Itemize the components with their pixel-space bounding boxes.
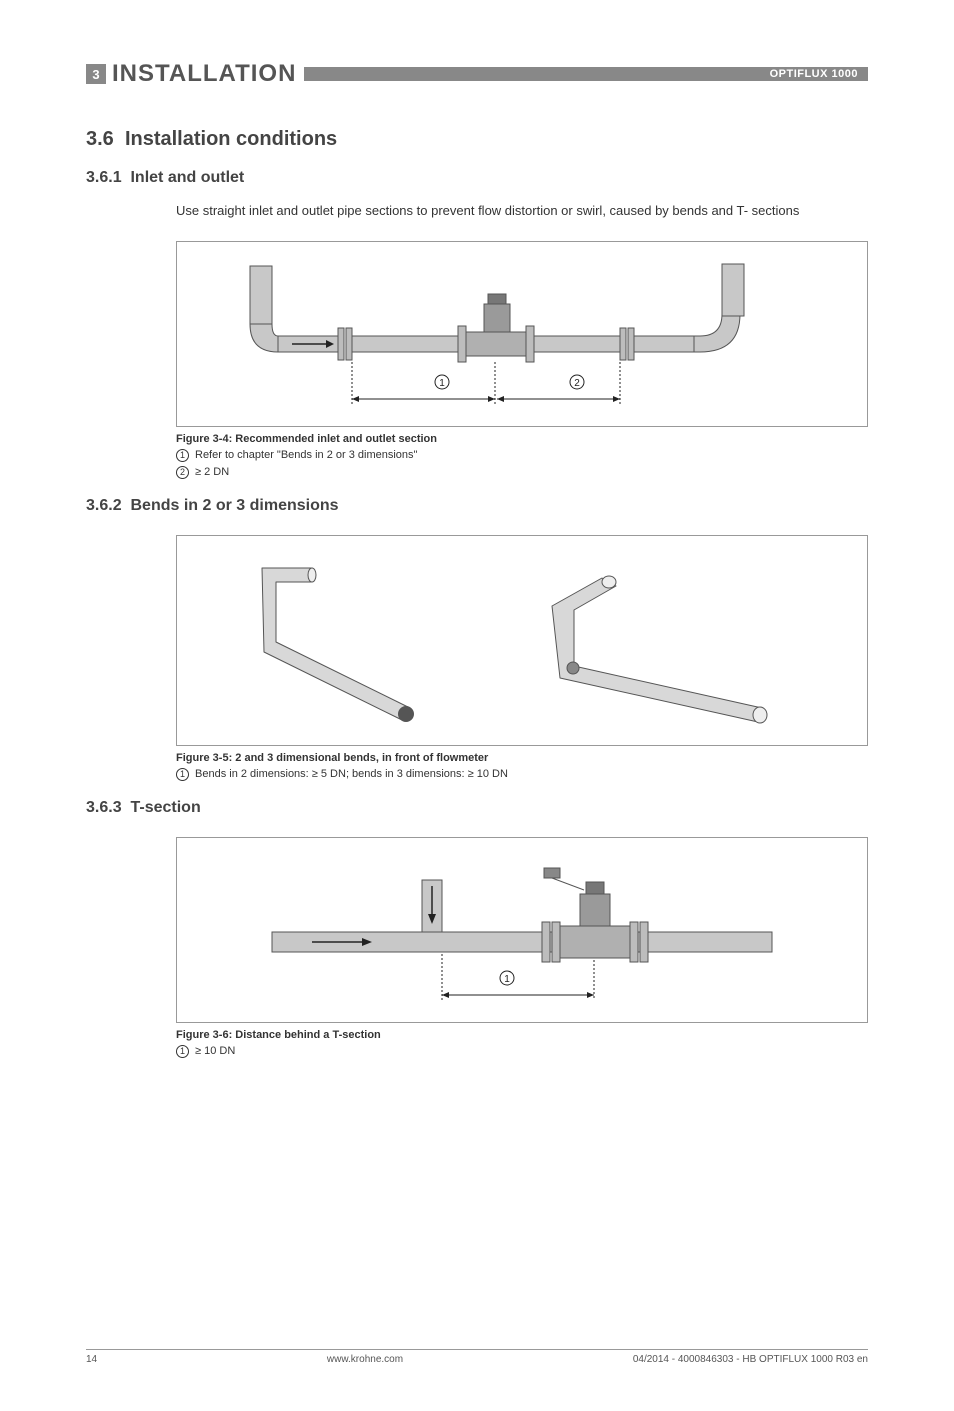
subsection-title: Bends in 2 or 3 dimensions bbox=[130, 497, 338, 514]
legend-3-6-1: 1 ≥ 10 DN bbox=[176, 1045, 868, 1058]
chapter-title: INSTALLATION bbox=[112, 60, 296, 88]
legend-text: ≥ 10 DN bbox=[195, 1045, 235, 1057]
figure-3-4: 1 2 bbox=[176, 241, 868, 427]
subsection-heading-1: 3.6.1 Inlet and outlet bbox=[86, 169, 868, 187]
footer-docref: 04/2014 - 4000846303 - HB OPTIFLUX 1000 … bbox=[633, 1354, 868, 1365]
section-title: Installation conditions bbox=[125, 128, 337, 150]
svg-text:1: 1 bbox=[439, 378, 445, 389]
subsection-heading-2: 3.6.2 Bends in 2 or 3 dimensions bbox=[86, 497, 868, 515]
section-number: 3.6 bbox=[86, 128, 114, 150]
svg-text:2: 2 bbox=[574, 378, 580, 389]
figure-caption-3-4: Figure 3-4: Recommended inlet and outlet… bbox=[176, 433, 868, 445]
figure-caption-3-6: Figure 3-6: Distance behind a T-section bbox=[176, 1029, 868, 1041]
subsection-title: T-section bbox=[130, 799, 200, 816]
legend-3-5-1: 1 Bends in 2 dimensions: ≥ 5 DN; bends i… bbox=[176, 768, 868, 781]
circled-number-icon: 2 bbox=[176, 466, 189, 479]
section-heading: 3.6 Installation conditions bbox=[86, 128, 868, 151]
legend-3-4-2: 2 ≥ 2 DN bbox=[176, 466, 868, 479]
legend-text: ≥ 2 DN bbox=[195, 466, 229, 478]
subsection-title: Inlet and outlet bbox=[130, 169, 244, 186]
chapter-number: 3 bbox=[92, 67, 99, 82]
pipe-t-section-diagram: 1 bbox=[242, 850, 802, 1010]
page-header: 3 INSTALLATION OPTIFLUX 1000 bbox=[86, 60, 868, 88]
subsection-heading-3: 3.6.3 T-section bbox=[86, 799, 868, 817]
chapter-number-box: 3 bbox=[86, 64, 106, 84]
pipe-inlet-outlet-diagram: 1 2 bbox=[232, 254, 812, 414]
subsection-number: 3.6.3 bbox=[86, 799, 122, 816]
page-number: 14 bbox=[86, 1354, 97, 1365]
figure-frame bbox=[176, 535, 868, 746]
legend-text: Refer to chapter "Bends in 2 or 3 dimens… bbox=[195, 449, 417, 461]
figure-frame: 1 2 bbox=[176, 241, 868, 427]
legend-3-4-1: 1 Refer to chapter "Bends in 2 or 3 dime… bbox=[176, 449, 868, 462]
figure-frame: 1 bbox=[176, 837, 868, 1023]
figure-3-6: 1 bbox=[176, 837, 868, 1023]
subsection-number: 3.6.2 bbox=[86, 497, 122, 514]
circled-number-icon: 1 bbox=[176, 1045, 189, 1058]
circled-number-icon: 1 bbox=[176, 449, 189, 462]
circled-number-icon: 1 bbox=[176, 768, 189, 781]
content-area: 3.6 Installation conditions 3.6.1 Inlet … bbox=[86, 128, 868, 1058]
page-footer: 14 www.krohne.com 04/2014 - 4000846303 -… bbox=[86, 1349, 868, 1365]
figure-caption-3-5: Figure 3-5: 2 and 3 dimensional bends, i… bbox=[176, 752, 868, 764]
header-divider: OPTIFLUX 1000 bbox=[304, 67, 868, 81]
legend-text: Bends in 2 dimensions: ≥ 5 DN; bends in … bbox=[195, 768, 508, 780]
figure-3-5 bbox=[176, 535, 868, 746]
product-name: OPTIFLUX 1000 bbox=[770, 68, 858, 80]
pipe-bends-diagram bbox=[242, 548, 802, 733]
subsection-number: 3.6.1 bbox=[86, 169, 122, 186]
body-text-1: Use straight inlet and outlet pipe secti… bbox=[176, 201, 868, 221]
svg-text:1: 1 bbox=[504, 974, 510, 985]
footer-url: www.krohne.com bbox=[327, 1354, 403, 1365]
